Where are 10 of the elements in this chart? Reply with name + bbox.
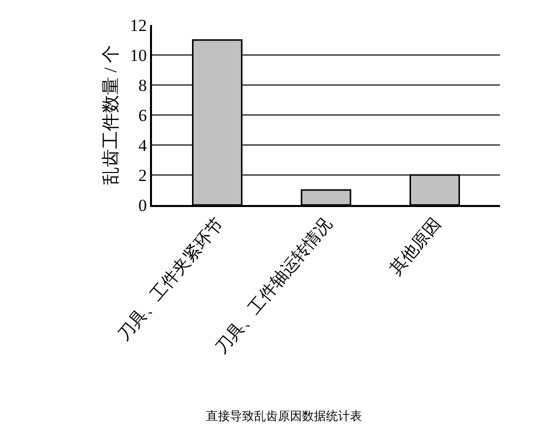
y-tick-label: 10 [130, 46, 147, 65]
y-tick-label: 4 [138, 136, 148, 155]
y-tick-label: 6 [138, 106, 147, 125]
y-tick-label: 12 [130, 16, 147, 35]
y-tick-label: 2 [138, 166, 147, 185]
y-tick-label: 0 [138, 196, 147, 215]
y-axis-title: 乱齿工件数量 / 个 [100, 44, 121, 186]
y-tick-label: 8 [138, 76, 147, 95]
x-tick-label: 其他原因 [386, 214, 444, 279]
text: 直接导致乱齿原因数据统计表 [206, 409, 362, 423]
